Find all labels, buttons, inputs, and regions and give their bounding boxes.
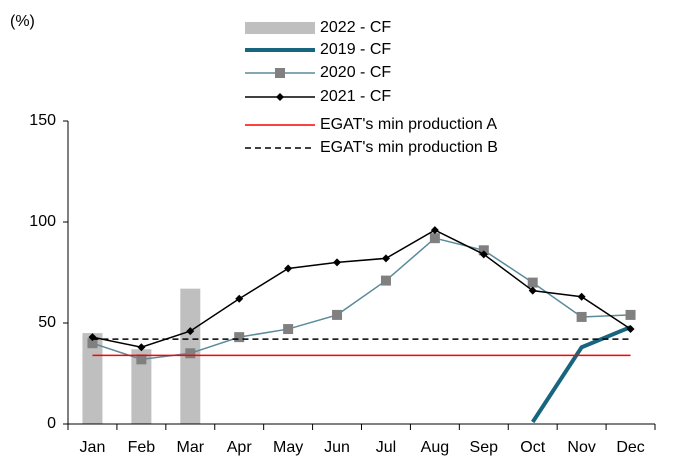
line (531, 325, 632, 424)
y-tick-label: 0 (47, 415, 56, 432)
point (478, 245, 489, 256)
x-tick-label: Sep (470, 439, 499, 456)
point (430, 226, 439, 235)
y-tick-label: 100 (29, 213, 56, 230)
legend-marker (275, 68, 285, 78)
x-tick-label: Feb (128, 439, 156, 456)
point (626, 325, 635, 334)
point (380, 275, 391, 286)
point (283, 324, 294, 335)
point (333, 258, 342, 267)
point (234, 332, 245, 343)
point (87, 338, 98, 349)
point (332, 309, 343, 320)
legend-label: 2022 - CF (320, 19, 391, 36)
legend-label: 2020 - CF (320, 64, 391, 81)
legend-label: EGAT's min production B (320, 139, 498, 156)
point (284, 264, 293, 273)
point (429, 233, 440, 244)
x-tick-label: Mar (177, 439, 205, 456)
point (185, 348, 196, 359)
x-tick-label: May (273, 439, 303, 456)
x-tick-label: Jun (324, 439, 350, 456)
x-tick-label: Oct (520, 439, 545, 456)
point (527, 277, 538, 288)
y-tick-label: 150 (29, 112, 56, 129)
legend-label: 2019 - CF (320, 41, 391, 58)
point (479, 250, 488, 259)
point (186, 327, 195, 336)
line (92, 237, 631, 361)
point (136, 354, 147, 365)
y-tick-label: 50 (38, 314, 56, 331)
x-tick-label: Jul (376, 439, 396, 456)
point (576, 311, 587, 322)
legend-swatch (245, 22, 315, 34)
legend-label: EGAT's min production A (320, 116, 497, 133)
y-unit-label: (%) (10, 13, 35, 30)
x-tick-label: Nov (567, 439, 595, 456)
line (92, 229, 631, 349)
point (528, 286, 537, 295)
x-tick-label: Jan (80, 439, 106, 456)
x-tick-label: Dec (616, 439, 644, 456)
point (381, 254, 390, 263)
point (577, 292, 586, 301)
legend-label: 2021 - CF (320, 88, 391, 105)
point (625, 309, 636, 320)
point (137, 343, 146, 352)
bar (131, 349, 152, 424)
x-tick-label: Aug (421, 439, 449, 456)
legend-marker (276, 93, 284, 101)
x-tick-label: Apr (227, 439, 253, 456)
point (235, 294, 244, 303)
